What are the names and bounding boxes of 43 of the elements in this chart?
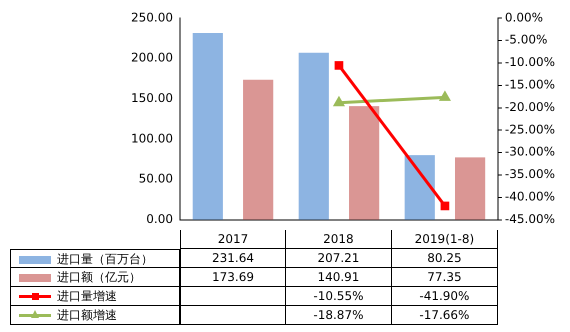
x-tick-label: 2017 [180, 230, 286, 249]
data-label: 80.25 [392, 249, 498, 268]
y-tick-label: 150.00 [130, 90, 173, 105]
legend-label: 进口额（亿元） [57, 269, 141, 286]
point [440, 202, 450, 210]
data-label: -17.66% [392, 306, 498, 325]
legend-label: 进口额增速 [57, 307, 117, 324]
point [334, 61, 344, 70]
legend-label: 进口量（百万台） [57, 251, 153, 268]
y2-tick-label: -35.00% [504, 167, 556, 182]
y2-tick-label: -20.00% [504, 100, 556, 114]
point [440, 92, 450, 101]
bar [298, 52, 329, 220]
x-tick-label: 2019(1-8) [392, 230, 498, 249]
bar [349, 106, 380, 220]
data-label: -41.90% [392, 287, 498, 306]
y-tick-label: 0.00 [146, 212, 173, 226]
y2-tick-label: -45.00% [504, 212, 556, 226]
data-label: -18.87% [286, 306, 392, 325]
data-label: 231.64 [180, 249, 286, 268]
y2-tick-label: 0.00% [504, 10, 544, 24]
y2-tick-label: -10.00% [504, 55, 556, 70]
bar [243, 80, 274, 220]
data-label: -10.55% [286, 287, 392, 306]
bar [192, 33, 223, 220]
y-tick-label: 200.00 [130, 50, 173, 65]
y2-tick-label: -25.00% [504, 122, 556, 136]
point [334, 97, 344, 106]
data-label: 77.35 [392, 268, 498, 287]
data-label: 140.91 [286, 268, 392, 287]
bar [404, 155, 435, 220]
bar [454, 157, 486, 220]
y2-tick-label: -5.00% [504, 32, 548, 47]
y2-tick-label: -30.00% [504, 144, 556, 159]
y-tick-label: 100.00 [130, 131, 173, 146]
y2-tick-label: -15.00% [504, 78, 556, 92]
y-tick-label: 250.00 [130, 10, 173, 24]
y2-tick-label: -40.00% [504, 190, 556, 204]
legend-label: 进口量增速 [57, 288, 117, 305]
data-label: 173.69 [180, 268, 286, 287]
x-tick-label: 2018 [286, 230, 392, 249]
data-label: 207.21 [286, 249, 392, 268]
y-tick-label: 50.00 [138, 172, 173, 186]
